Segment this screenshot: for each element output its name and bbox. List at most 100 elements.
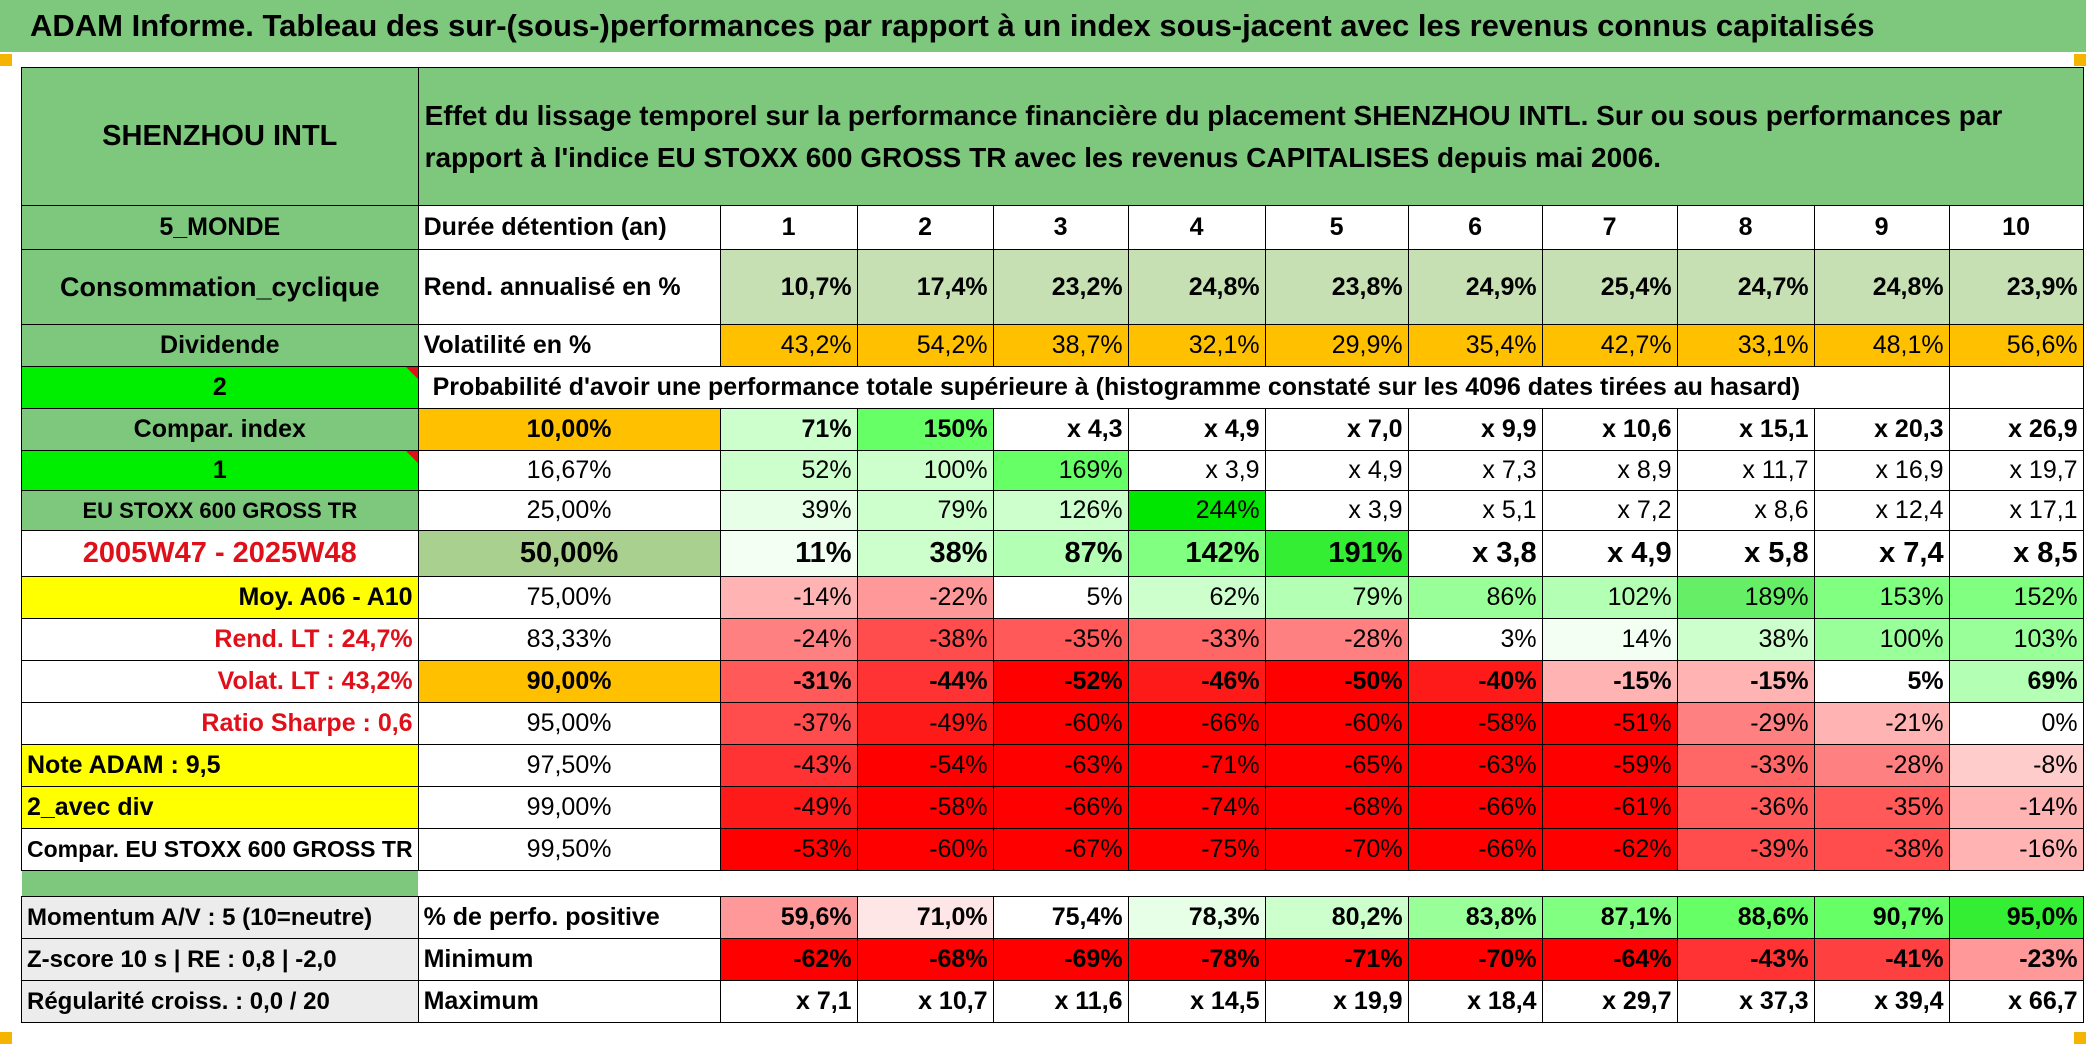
minimum-row: Z-score 10 s | RE : 0,8 | -2,0 Minimum -…	[21, 938, 2084, 981]
quantile-cell: -28%	[1264, 618, 1409, 661]
quantile-cell: x 26,9	[1948, 408, 2084, 451]
quantile-cell: -65%	[1264, 744, 1409, 787]
quantile-row: EU STOXX 600 GROSS TR 25,00% 39% 79% 126% 244…	[21, 490, 2084, 531]
quantile-cell: 11%	[719, 530, 858, 577]
quantile-cell: x 4,9	[1541, 530, 1678, 577]
volatilite-cell: 48,1%	[1813, 324, 1950, 367]
quantile-cell: -16%	[1948, 828, 2084, 871]
quantile-cell: x 3,8	[1407, 530, 1543, 577]
spacer-cell	[21, 870, 419, 897]
volatilite-cell: 54,2%	[856, 324, 994, 367]
maximum-cell: x 14,5	[1127, 980, 1266, 1023]
quantile-row: 2_avec div 99,00% -49% -58% -66% -74% -68% -66%…	[21, 786, 2084, 829]
maximum-cell: x 39,4	[1813, 980, 1950, 1023]
maximum-cell: x 18,4	[1407, 980, 1543, 1023]
minimum-label: Minimum	[417, 938, 721, 981]
quantile-cell: -24%	[719, 618, 858, 661]
quantile-cell: 62%	[1127, 576, 1266, 619]
period-label: 2005W47 - 2025W48	[21, 530, 419, 577]
quantile-cell: x 8,5	[1948, 530, 2084, 577]
quantile-cell: x 4,9	[1264, 450, 1409, 491]
quantile-cell: -39%	[1676, 828, 1815, 871]
regularite-label: Régularité croiss. : 0,0 / 20	[21, 980, 419, 1023]
maximum-cell: x 66,7	[1948, 980, 2084, 1023]
quantile-cell: x 17,1	[1948, 490, 2084, 531]
minimum-cell: -68%	[856, 938, 994, 981]
quantile-pct: 99,00%	[417, 786, 721, 829]
quantile-cell: -38%	[1813, 828, 1950, 871]
moyenne-label: Moy. A06 - A10	[21, 576, 419, 619]
quantile-cell: 244%	[1127, 490, 1266, 531]
sharpe-label: Ratio Sharpe : 0,6	[21, 702, 419, 745]
quantile-cell: -28%	[1813, 744, 1950, 787]
quantile-cell: 169%	[992, 450, 1129, 491]
quantile-cell: 79%	[1264, 576, 1409, 619]
year-cell: 5	[1264, 205, 1409, 250]
quantile-cell: -53%	[719, 828, 858, 871]
quantile-row: 2005W47 - 2025W48 50,00% 11% 38% 87% 142% 191%…	[21, 530, 2084, 577]
positive-cell: 75,4%	[992, 896, 1129, 939]
dividend-label: Dividende	[21, 324, 419, 367]
quantile-cell: -50%	[1264, 660, 1409, 703]
quantile-cell: -21%	[1813, 702, 1950, 745]
quantile-cell: -75%	[1127, 828, 1266, 871]
quantile-cell: x 12,4	[1813, 490, 1950, 531]
positive-cell: 80,2%	[1264, 896, 1409, 939]
volat-lt-label: Volat. LT : 43,2%	[21, 660, 419, 703]
rendement-cell: 17,4%	[856, 249, 994, 325]
year-cell: 8	[1676, 205, 1815, 250]
minimum-cell: -71%	[1264, 938, 1409, 981]
quantile-cell: 5%	[1813, 660, 1950, 703]
table-body: SHENZHOU INTL Effet du lissage temporel …	[21, 67, 2084, 1023]
quantile-pct: 95,00%	[417, 702, 721, 745]
quantile-cell: 69%	[1948, 660, 2084, 703]
rendement-cell: 10,7%	[719, 249, 858, 325]
maximum-cell: x 10,7	[856, 980, 994, 1023]
quantile-cell: 189%	[1676, 576, 1815, 619]
index-value[interactable]: 1	[21, 450, 419, 491]
quantile-cell: -33%	[1676, 744, 1815, 787]
spacer-row	[21, 870, 2084, 897]
momentum-label: Momentum A/V : 5 (10=neutre)	[21, 896, 419, 939]
minimum-cell: -23%	[1948, 938, 2084, 981]
quantile-cell: -35%	[992, 618, 1129, 661]
quantile-cell: -67%	[992, 828, 1129, 871]
spacer-cell	[418, 871, 2083, 897]
quantile-cell: 150%	[856, 408, 994, 451]
volatilite-cell: 33,1%	[1676, 324, 1815, 367]
years-row: 5_MONDE Durée détention (an) 1 2 3 4 5 6…	[21, 205, 2084, 250]
quantile-cell: 87%	[992, 530, 1129, 577]
quantile-cell: -52%	[992, 660, 1129, 703]
quantile-cell: -60%	[1264, 702, 1409, 745]
corner-marker	[2074, 1032, 2086, 1044]
maximum-row: Régularité croiss. : 0,0 / 20 Maximum x …	[21, 980, 2084, 1023]
quantile-pct: 25,00%	[417, 490, 721, 531]
quantile-cell: 142%	[1127, 530, 1266, 577]
quantile-cell: -60%	[856, 828, 994, 871]
corner-marker	[0, 1032, 12, 1044]
compar-label: Compar. EU STOXX 600 GROSS TR	[21, 828, 419, 871]
quantile-pct: 10,00%	[417, 408, 721, 451]
volatilite-label: Volatilité en %	[417, 324, 721, 367]
mode-value[interactable]: 2	[21, 366, 419, 409]
quantile-pct: 50,00%	[417, 530, 721, 577]
quantile-pct: 75,00%	[417, 576, 721, 619]
positive-label: % de perfo. positive	[417, 896, 721, 939]
quantile-cell: -66%	[1407, 786, 1543, 829]
corner-marker	[2074, 54, 2086, 66]
quantile-cell: 102%	[1541, 576, 1678, 619]
quantile-cell: x 15,1	[1676, 408, 1815, 451]
quantile-cell: -68%	[1264, 786, 1409, 829]
quantile-cell: x 5,1	[1407, 490, 1543, 531]
quantile-cell: -14%	[1948, 786, 2084, 829]
quantile-cell: -63%	[992, 744, 1129, 787]
quantile-cell: 152%	[1948, 576, 2084, 619]
rendement-cell: 23,2%	[992, 249, 1129, 325]
quantile-cell: -43%	[719, 744, 858, 787]
header-row: SHENZHOU INTL Effet du lissage temporel …	[21, 67, 2084, 206]
quantile-cell: -71%	[1127, 744, 1266, 787]
rendement-row: Consommation_cyclique Rend. annualisé en…	[21, 249, 2084, 325]
quantile-cell: x 10,6	[1541, 408, 1678, 451]
volatilite-cell: 35,4%	[1407, 324, 1543, 367]
rend-lt-label: Rend. LT : 24,7%	[21, 618, 419, 661]
